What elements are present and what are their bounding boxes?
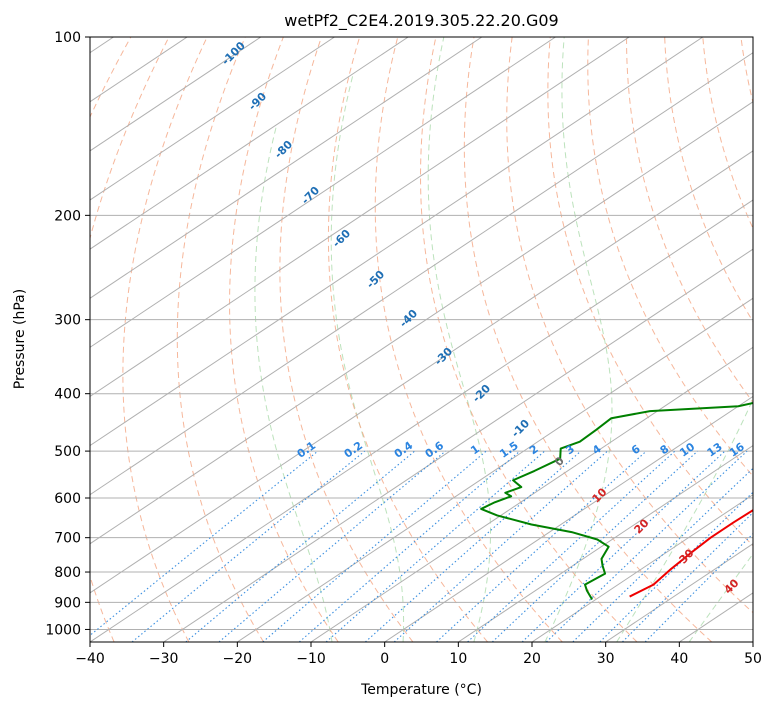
x-tick-label: −20: [223, 651, 253, 667]
mixing-ratio-line: [90, 450, 319, 637]
x-axis: −40 −30 −20 −10 0 10 20 30 40 50: [75, 642, 762, 667]
y-tick-label: 600: [54, 491, 81, 507]
mixing-ratio-line: [467, 450, 676, 642]
dry-adiabat-line: [90, 37, 170, 642]
mixing-ratio-line: [621, 511, 753, 642]
mixing-ratio-line: [298, 450, 521, 642]
mixing-ratio-line: [521, 450, 726, 642]
x-tick-label: 50: [744, 651, 762, 667]
moist-adiabat-line: [427, 37, 491, 642]
isotherm-line: [90, 37, 262, 152]
isotherm-line: [90, 101, 753, 545]
isotherm-line: [90, 37, 556, 348]
isotherm-line: [752, 641, 753, 642]
y-tick-label: 300: [54, 313, 81, 329]
dry-adiabat-line: [229, 37, 339, 642]
isotherm-line: [90, 52, 753, 496]
isotherm-line: [310, 346, 753, 642]
mixing-ratio-line: [644, 532, 753, 642]
dry-adiabat-line: [547, 37, 753, 547]
y-tick-label: 200: [54, 208, 81, 224]
isotherm-line: [90, 37, 630, 398]
mixing-ratio-label: 20: [751, 440, 771, 460]
x-tick-label: 40: [670, 651, 688, 667]
mixing-ratio-line: [599, 491, 753, 642]
isotherm-line: [237, 297, 753, 642]
y-tick-label: 800: [54, 565, 81, 581]
isotherm-line: [458, 444, 753, 642]
mixing-ratio-line: [364, 450, 582, 642]
x-tick-label: −30: [149, 651, 179, 667]
y-tick-label: 500: [54, 444, 81, 460]
dry-adiabat-line: [327, 37, 489, 642]
y-tick-label: 700: [54, 531, 81, 547]
isotherm-line: [163, 248, 753, 642]
mixing-ratio-line: [218, 450, 446, 642]
isotherm-line: [531, 494, 753, 642]
y-tick-label: 100: [54, 30, 81, 46]
mixing-ratio-line: [185, 450, 416, 642]
isotherm-line: [90, 37, 483, 299]
x-tick-label: −10: [296, 651, 326, 667]
x-axis-label: Temperature (°C): [360, 682, 482, 698]
moist-adiabat-line: [762, 37, 775, 642]
dry-adiabat-line: [506, 37, 753, 614]
mixing-ratio-line: [393, 450, 608, 642]
x-tick-label: 0: [380, 651, 389, 667]
isotherm-line: [90, 37, 409, 250]
moist-adiabat-line: [330, 75, 405, 642]
x-tick-label: 10: [449, 651, 467, 667]
dry-adiabat-line: [626, 37, 753, 404]
isotherm-line: [384, 395, 753, 642]
y-tick-label: 900: [54, 595, 81, 611]
x-tick-label: 20: [523, 651, 541, 667]
dewpoint-line: [480, 401, 753, 600]
isotherm-line: [90, 150, 753, 594]
mixing-ratio-line: [491, 450, 698, 642]
y-tick-label: 1000: [45, 622, 81, 638]
mixing-ratio-line: [131, 450, 366, 642]
isotherm-line: [90, 37, 335, 201]
isotherm-line: [90, 37, 704, 447]
dry-adiabat-line: [122, 37, 208, 642]
dry-adiabat-line: [374, 37, 563, 642]
temperature-line: [629, 508, 753, 598]
y-axis-label: Pressure (hPa): [12, 289, 28, 389]
y-axis: 100 200 300 400 500 600 700 800 900 1000: [45, 30, 90, 638]
plot-frame: [89, 36, 754, 643]
x-tick-label: 30: [597, 651, 615, 667]
chart-title: wetPf2_C2E4.2019.305.22.20.G09: [284, 11, 558, 31]
y-tick-label: 400: [54, 387, 81, 403]
dry-adiabat-line: [420, 37, 638, 642]
dry-adiabat-line: [279, 37, 414, 642]
x-tick-label: −40: [75, 651, 105, 667]
dry-adiabat-line: [664, 37, 753, 323]
moist-adiabat-line: [544, 37, 613, 642]
mixing-ratio-line: [572, 467, 753, 642]
moist-adiabat-line: [688, 553, 753, 642]
isotherm-line: [90, 199, 753, 642]
mixing-ratio-line: [325, 450, 546, 642]
mixing-ratio-line: [545, 450, 748, 642]
